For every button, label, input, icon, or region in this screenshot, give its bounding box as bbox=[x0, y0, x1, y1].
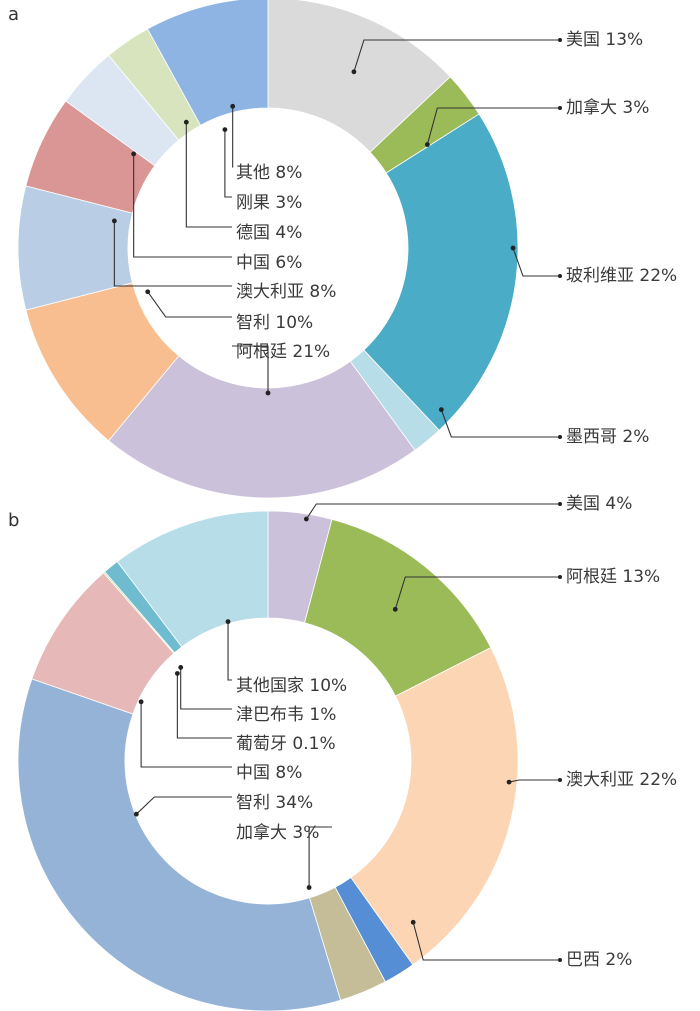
leader-dot-b-4 bbox=[306, 885, 312, 890]
leader-end-a-1 bbox=[558, 106, 562, 110]
slice-label-a-4: 阿根廷 21% bbox=[236, 342, 330, 362]
panel-letter-b: b bbox=[8, 510, 19, 531]
slice-label-b-8: 津巴布韦 1% bbox=[236, 705, 336, 725]
slice-label-b-9: 其他国家 10% bbox=[236, 676, 347, 696]
slice-label-a-1: 加拿大 3% bbox=[566, 97, 649, 118]
slice-label-b-2: 澳大利亚 22% bbox=[566, 770, 677, 790]
leader-line-b-5 bbox=[135, 796, 232, 815]
leader-line-a-2 bbox=[512, 247, 560, 277]
leader-line-a-5 bbox=[147, 291, 232, 318]
slice-label-a-0: 美国 13% bbox=[566, 30, 643, 50]
slice-label-a-8: 德国 4% bbox=[236, 223, 302, 243]
leader-line-b-1 bbox=[394, 576, 560, 610]
leader-end-b-2 bbox=[558, 778, 562, 782]
leader-line-b-4 bbox=[308, 826, 332, 888]
leader-line-a-9 bbox=[224, 129, 232, 198]
slice-label-a-7: 中国 6% bbox=[236, 253, 302, 273]
leader-end-b-1 bbox=[558, 575, 562, 579]
leader-line-a-0 bbox=[353, 39, 560, 73]
slice-label-a-2: 玻利维亚 22% bbox=[566, 266, 677, 286]
leader-dot-a-3 bbox=[438, 407, 444, 413]
leader-line-a-1 bbox=[426, 107, 560, 145]
leader-line-a-8 bbox=[185, 122, 232, 228]
donut-b-slice-5 bbox=[17, 678, 342, 1011]
slice-label-b-1: 阿根廷 13% bbox=[566, 567, 660, 587]
leader-end-b-3 bbox=[558, 958, 562, 962]
slice-label-b-3: 巴西 2% bbox=[566, 950, 632, 970]
leader-dot-a-0 bbox=[351, 69, 357, 75]
slice-label-b-7: 葡萄牙 0.1% bbox=[236, 734, 336, 754]
leader-line-b-2 bbox=[508, 779, 560, 783]
slice-label-b-5: 智利 34% bbox=[236, 793, 313, 813]
donut-chart-a: 美国 13% 加拿大 3% 玻利维亚 22% 墨西哥 2% 阿根廷 21% 智利 10% 澳… bbox=[17, 0, 677, 499]
leader-end-a-3 bbox=[558, 435, 562, 439]
donut-a-slice-4 bbox=[108, 355, 416, 499]
donut-b-slice-2 bbox=[350, 647, 519, 966]
leader-dot-a-1 bbox=[424, 142, 430, 147]
leader-line-a-10 bbox=[232, 106, 234, 168]
leader-dot-b-8 bbox=[178, 664, 184, 670]
donut-b-slice-9 bbox=[116, 510, 269, 648]
leader-line-a-4 bbox=[232, 345, 269, 393]
leader-dot-b-0 bbox=[303, 516, 309, 522]
leader-line-a-3 bbox=[440, 409, 560, 438]
leader-dot-a-5 bbox=[145, 289, 151, 295]
leader-dot-a-7 bbox=[131, 151, 137, 157]
leader-dot-a-6 bbox=[111, 218, 117, 224]
leader-dot-b-6 bbox=[138, 699, 144, 705]
leader-dot-a-4 bbox=[265, 390, 271, 396]
leader-dot-b-5 bbox=[133, 811, 139, 817]
leader-line-b-7 bbox=[176, 673, 232, 739]
leader-dot-a-9 bbox=[222, 127, 228, 132]
leader-line-b-0 bbox=[305, 503, 560, 520]
slice-label-a-5: 智利 10% bbox=[236, 313, 313, 333]
panel-letter-a: a bbox=[8, 4, 19, 25]
slice-label-a-3: 墨西哥 2% bbox=[566, 427, 649, 447]
donut-a-slice-2 bbox=[363, 113, 519, 431]
slice-label-a-6: 澳大利亚 8% bbox=[236, 282, 336, 302]
leader-dot-b-1 bbox=[392, 606, 398, 612]
slice-label-a-10: 其他 8% bbox=[236, 163, 302, 183]
leader-line-b-8 bbox=[180, 667, 232, 710]
leader-dot-b-2 bbox=[506, 779, 512, 785]
leader-end-b-0 bbox=[558, 502, 562, 506]
leader-dot-b-9 bbox=[225, 619, 231, 625]
slice-label-b-6: 中国 8% bbox=[236, 763, 302, 783]
leader-dot-b-3 bbox=[410, 919, 416, 925]
leader-line-b-9 bbox=[227, 621, 232, 681]
leader-line-a-7 bbox=[133, 153, 232, 258]
leader-end-a-2 bbox=[558, 274, 562, 278]
leader-dot-b-7 bbox=[174, 671, 180, 676]
leader-dot-a-10 bbox=[230, 103, 236, 109]
donut-a-slice-10 bbox=[147, 0, 269, 126]
leader-dot-a-2 bbox=[510, 245, 516, 251]
leader-end-a-0 bbox=[558, 38, 562, 42]
donut-chart-b: 美国 4% 阿根廷 13% 澳大利亚 22% 巴西 2% 加拿大 3% 智利 34% 中国 … bbox=[17, 494, 677, 1011]
slice-label-b-0: 美国 4% bbox=[566, 494, 632, 514]
leader-line-b-3 bbox=[412, 922, 560, 961]
slice-label-b-4: 加拿大 3% bbox=[236, 822, 319, 843]
slice-label-a-9: 刚果 3% bbox=[236, 193, 302, 213]
leader-line-b-6 bbox=[140, 701, 232, 768]
leader-line-a-6 bbox=[113, 220, 232, 287]
leader-dot-a-8 bbox=[183, 119, 189, 125]
